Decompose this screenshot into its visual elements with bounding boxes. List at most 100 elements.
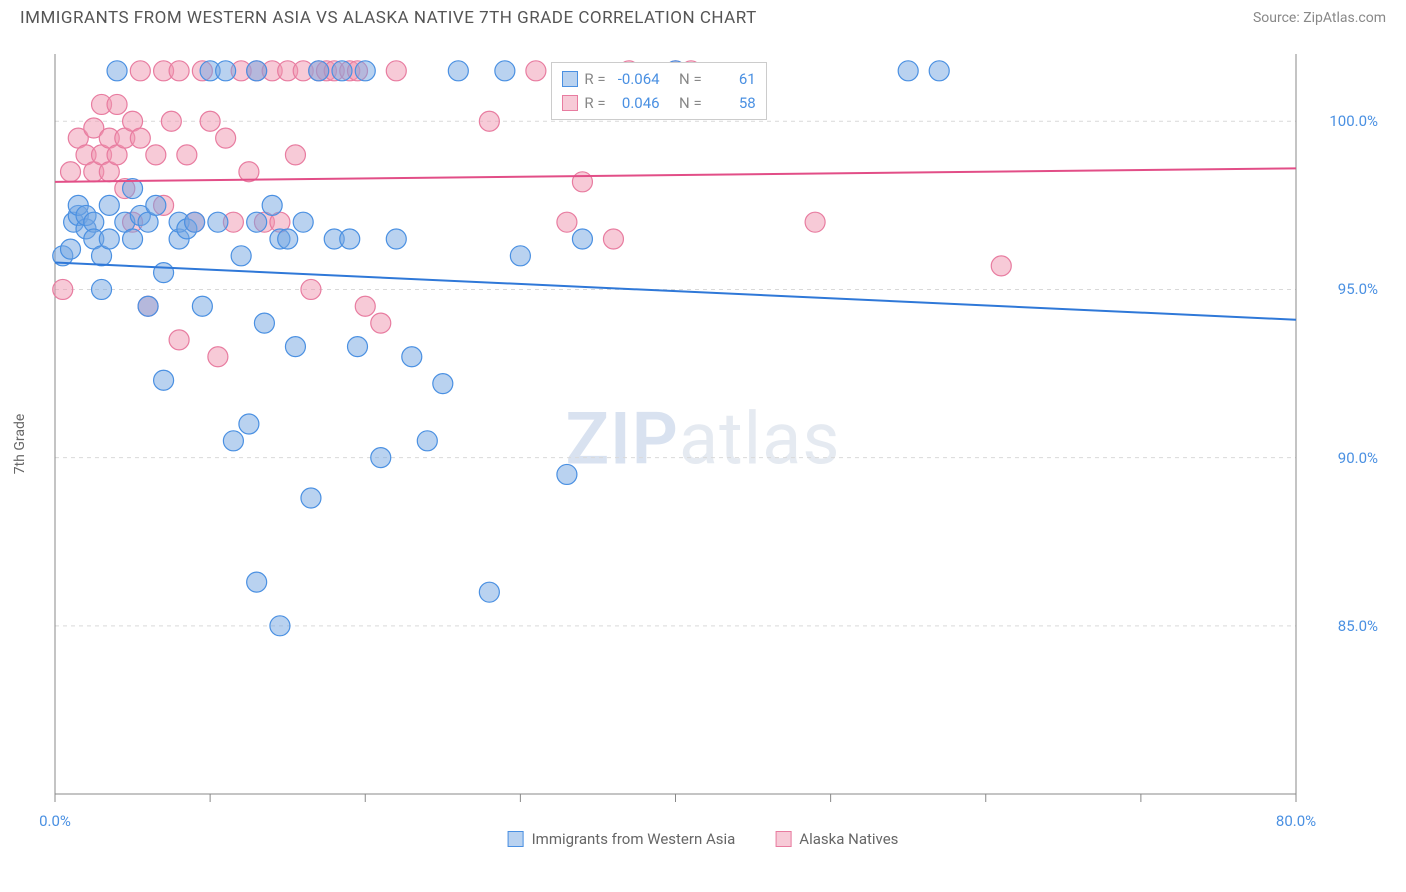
scatter-point [572,172,592,192]
scatter-point [223,431,243,451]
scatter-point [247,61,267,81]
scatter-point [161,111,181,131]
scatter-point [169,330,189,350]
scatter-point [285,337,305,357]
scatter-point [805,212,825,232]
scatter-point [247,572,267,592]
scatter-point [99,229,119,249]
y-tick-label: 85.0% [1338,617,1378,635]
legend-swatch [775,831,791,847]
scatter-point [572,229,592,249]
series-legend: Immigrants from Western Asia Alaska Nativ… [508,830,899,848]
scatter-point [332,61,352,81]
scatter-point [123,229,143,249]
scatter-point [495,61,515,81]
scatter-point [169,61,189,81]
x-tick-label: 0.0% [39,812,71,830]
scatter-point [355,296,375,316]
legend-swatch [562,71,578,87]
y-tick-label: 95.0% [1338,280,1378,298]
scatter-point [433,374,453,394]
scatter-point [130,128,150,148]
scatter-point [301,279,321,299]
header: IMMIGRANTS FROM WESTERN ASIA VS ALASKA N… [0,0,1406,34]
legend-n-label: N = [679,67,702,91]
scatter-point [270,616,290,636]
scatter-point [479,111,499,131]
scatter-point [231,246,251,266]
scatter-point [991,256,1011,276]
scatter-point [293,212,313,232]
scatter-point [61,162,81,182]
scatter-point [216,61,236,81]
scatter-point [154,263,174,283]
scatter-point [278,229,298,249]
scatter-point [200,111,220,131]
scatter-point [154,370,174,390]
scatter-point [603,229,623,249]
scatter-point [898,61,918,81]
chart-svg [0,34,1406,854]
series-name: Alaska Natives [799,830,898,848]
scatter-point [146,195,166,215]
scatter-point [138,296,158,316]
scatter-point [177,145,197,165]
trend-line [55,263,1296,320]
legend-row: R = 0.046 N = 58 [562,91,755,115]
scatter-point [510,246,530,266]
scatter-point [216,128,236,148]
scatter-point [239,414,259,434]
legend-r-value: 0.046 [612,91,660,115]
scatter-point [347,337,367,357]
legend-r-value: -0.064 [612,67,660,91]
chart-title: IMMIGRANTS FROM WESTERN ASIA VS ALASKA N… [20,8,757,28]
legend-row: R = -0.064 N = 61 [562,67,755,91]
scatter-point [208,212,228,232]
scatter-point [929,61,949,81]
y-tick-label: 90.0% [1338,449,1378,467]
x-tick-label: 80.0% [1276,812,1316,830]
scatter-point [526,61,546,81]
scatter-point [92,279,112,299]
scatter-point [309,61,329,81]
legend-r-label: R = [584,67,605,91]
series-legend-item: Alaska Natives [775,830,898,848]
legend-n-value: 61 [708,67,756,91]
series-legend-item: Immigrants from Western Asia [508,830,736,848]
scatter-point [208,347,228,367]
scatter-point [479,582,499,602]
source-label: Source: ZipAtlas.com [1253,10,1386,26]
legend-n-label: N = [679,91,702,115]
scatter-point [99,195,119,215]
legend-r-label: R = [584,91,605,115]
scatter-point [448,61,468,81]
legend-n-value: 58 [708,91,756,115]
scatter-point [107,61,127,81]
scatter-point [107,94,127,114]
scatter-point [557,212,577,232]
scatter-point [53,279,73,299]
scatter-point [340,229,360,249]
scatter-point [557,464,577,484]
y-tick-label: 100.0% [1329,112,1378,130]
legend-swatch [562,95,578,111]
scatter-point [192,296,212,316]
scatter-point [301,488,321,508]
scatter-point [386,61,406,81]
scatter-point [130,61,150,81]
scatter-point [417,431,437,451]
scatter-point [386,229,406,249]
scatter-point [371,313,391,333]
scatter-point [371,448,391,468]
scatter-point [285,145,305,165]
scatter-point [61,239,81,259]
chart-area: 7th Grade ZIPatlas R =-0.064 N =61R =0.0… [0,34,1406,854]
scatter-point [355,61,375,81]
legend-swatch [508,831,524,847]
correlation-legend: R = -0.064 N = 61 R = 0.046 N = 58 [551,62,766,120]
scatter-point [185,212,205,232]
series-name: Immigrants from Western Asia [532,830,736,848]
scatter-point [262,195,282,215]
scatter-point [146,145,166,165]
scatter-point [247,212,267,232]
